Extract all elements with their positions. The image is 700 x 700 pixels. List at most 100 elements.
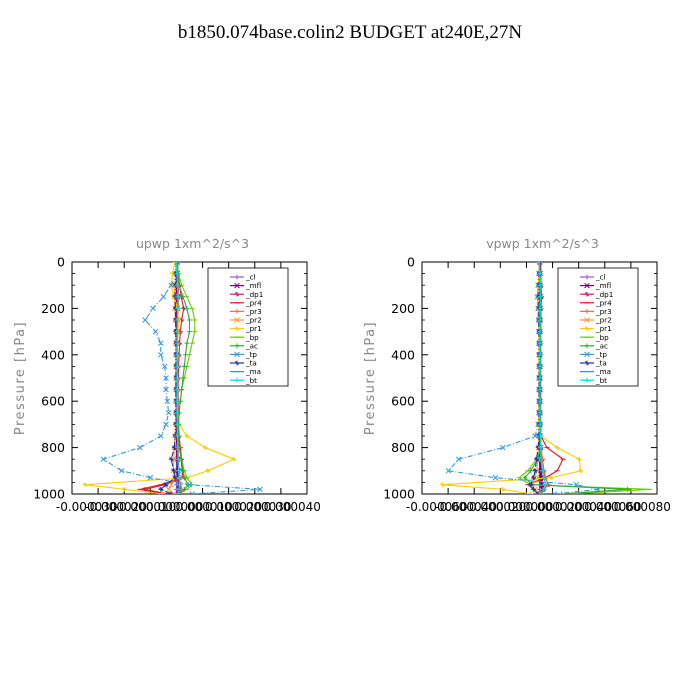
series-point-tp — [500, 444, 506, 451]
series-point-ta — [528, 482, 534, 488]
x-tick-label: 0.000010 — [176, 500, 233, 514]
series-point-tp — [257, 486, 263, 493]
series-point-tp — [445, 468, 452, 474]
series-point-ta — [168, 456, 174, 462]
series-point-tp — [595, 486, 602, 493]
series-point-tp — [163, 421, 169, 428]
legend-label: _bt — [595, 376, 607, 385]
series-point-tp — [551, 491, 557, 494]
y-tick-label: 800 — [41, 440, 65, 455]
series-point-bt — [174, 410, 180, 416]
y-tick-label: 400 — [391, 347, 415, 362]
legend-label: _tp — [245, 350, 257, 359]
series-point-ac — [180, 294, 186, 300]
series-point-bt — [537, 271, 543, 276]
legend-label: _ac — [595, 341, 608, 350]
series-point-bt — [538, 491, 544, 494]
x-tick-label: -0.000010 — [115, 500, 177, 514]
series-point-tp — [186, 481, 193, 488]
series-point-tp — [161, 363, 168, 370]
series-group — [440, 262, 653, 494]
legend-label: _pr1 — [595, 324, 612, 333]
series-point-bt — [537, 352, 543, 358]
series-point-pr1 — [554, 445, 560, 450]
series-point-tp — [532, 433, 538, 439]
series-point-pr2 — [165, 486, 172, 493]
series-point-bt — [174, 262, 179, 265]
series-point-bt — [537, 306, 543, 311]
series-point-bt — [176, 486, 182, 492]
series-point-bt — [175, 317, 180, 323]
legend-marker — [234, 317, 240, 323]
legend-label: _pr4 — [245, 298, 262, 307]
series-point-tp — [164, 398, 171, 404]
legend-label: _bt — [245, 376, 257, 385]
x-tick-label: 0.000000 — [496, 500, 553, 514]
series-point-bt — [541, 475, 547, 481]
series-point-tp — [158, 340, 164, 346]
legend-label: _ac — [245, 341, 258, 350]
series-point-bt — [177, 482, 182, 488]
series-point-pr1 — [82, 482, 88, 488]
series-point-pr2 — [168, 481, 174, 488]
legend-label: _cl — [245, 273, 256, 282]
series-point-pr1 — [548, 475, 554, 481]
x-tick-label: -0.000020 — [465, 500, 527, 514]
legend-label: _dp1 — [595, 290, 613, 299]
legend-label: _cl — [595, 273, 606, 282]
series-point-tp — [160, 294, 167, 300]
series-point-ac — [559, 491, 564, 494]
legend-marker — [584, 282, 590, 289]
series-point-ac — [181, 486, 187, 492]
series-point-pr1 — [231, 456, 237, 462]
series-point-bt — [175, 294, 181, 300]
series-point-ac — [181, 475, 187, 481]
x-tick-label: -0.000060 — [406, 500, 468, 514]
series-point-ac — [176, 491, 182, 494]
y-axis-label: Pressure [hPa] — [363, 321, 378, 435]
legend-marker — [234, 351, 240, 358]
series-point-bt — [537, 410, 543, 416]
legend-label: _tp — [595, 350, 607, 359]
legend-box — [557, 267, 639, 387]
x-tick-label: 0.000000 — [146, 500, 203, 514]
legend-label: _pr4 — [595, 298, 612, 307]
series-point-tp — [142, 317, 148, 323]
series-point-bt — [175, 491, 181, 494]
legend-label: _ta — [595, 359, 607, 368]
x-tick-label: 0.000080 — [614, 500, 671, 514]
legend-marker — [584, 326, 590, 331]
series-point-bt — [540, 468, 545, 474]
legend: _cl_mfl_dp1_pr4_pr3_pr2_pr1_bp_ac_tp_ta_… — [207, 267, 289, 387]
chart-title: upwp 1xm^2/s^3 — [136, 236, 249, 251]
series-point-pr1 — [528, 491, 534, 494]
series-point-tp — [150, 305, 156, 312]
series-point-ta — [168, 491, 174, 494]
series-point-bt — [175, 282, 180, 288]
legend-marker — [584, 377, 590, 383]
series-point-bt — [537, 282, 543, 288]
series-point-bt — [174, 422, 180, 427]
page-title: b1850.074base.colin2 BUDGET at240E,27N — [177, 22, 523, 43]
legend-marker — [234, 326, 240, 331]
x-tick-label: 0.000020 — [205, 500, 262, 514]
series-point-bt — [537, 375, 543, 381]
y-tick-label: 0 — [407, 255, 415, 270]
series-point-bt — [176, 468, 181, 474]
y-axis-label: Pressure [hPa] — [13, 321, 28, 435]
series-point-bt — [542, 482, 548, 488]
series-point-bt — [537, 329, 543, 334]
legend-marker — [234, 343, 240, 349]
series-point-bt — [537, 340, 543, 346]
y-tick-label: 200 — [41, 301, 65, 316]
legend-marker — [584, 317, 590, 323]
series-point-ac — [180, 375, 186, 381]
chart-panel-1: upwp 1xm^2/s^3 0 200 400 600 800 1000 Pressure … — [13, 236, 321, 514]
series-point-ac — [187, 317, 192, 323]
series-point-ta — [531, 486, 537, 492]
series-point-tp — [455, 456, 462, 462]
x-tick-label: 0.000060 — [584, 500, 641, 514]
legend-label: _pr2 — [245, 316, 262, 325]
series-point-tp — [492, 475, 499, 481]
